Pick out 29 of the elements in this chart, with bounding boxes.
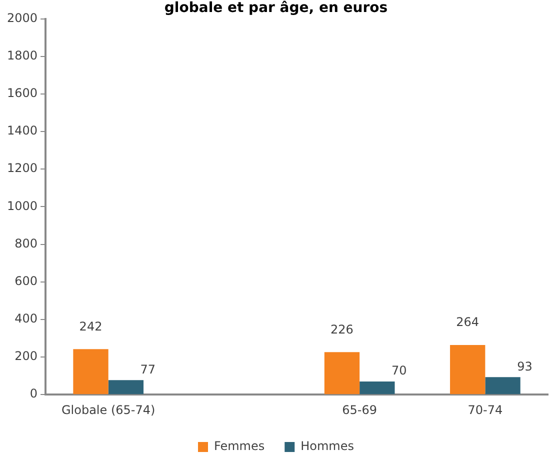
legend-label: Femmes <box>214 439 265 454</box>
y-tick-label: 0 <box>30 386 38 401</box>
bar <box>450 344 486 394</box>
chart-title: globale et par âge, en euros <box>164 0 388 16</box>
y-tick-label: 2000 <box>6 10 38 25</box>
y-tick-label: 600 <box>14 274 38 288</box>
y-tick-label: 1200 <box>6 161 38 176</box>
y-tick-label: 400 <box>14 312 38 326</box>
bar <box>360 381 395 394</box>
bar <box>73 349 108 394</box>
data-label: 70 <box>392 364 407 378</box>
bar <box>108 380 144 394</box>
data-label: 226 <box>330 322 354 336</box>
bar <box>485 377 520 394</box>
y-tick-label: 200 <box>14 349 38 364</box>
data-label: 93 <box>517 359 532 374</box>
x-tick-label: Globale (65-74) <box>61 402 156 417</box>
y-tick-label: 1000 <box>6 198 38 213</box>
data-label: 242 <box>79 319 102 334</box>
data-label: 77 <box>140 362 156 376</box>
data-label: 264 <box>456 315 480 330</box>
x-tick-label: 70-74 <box>468 402 503 417</box>
legend-label: Hommes <box>300 439 354 454</box>
bar <box>324 352 360 394</box>
y-tick-label: 1800 <box>6 48 38 63</box>
y-tick-label: 800 <box>14 236 38 250</box>
x-tick-label: 65-69 <box>342 402 378 417</box>
y-tick-label: 1600 <box>6 86 38 100</box>
y-tick-label: 1400 <box>6 124 38 138</box>
